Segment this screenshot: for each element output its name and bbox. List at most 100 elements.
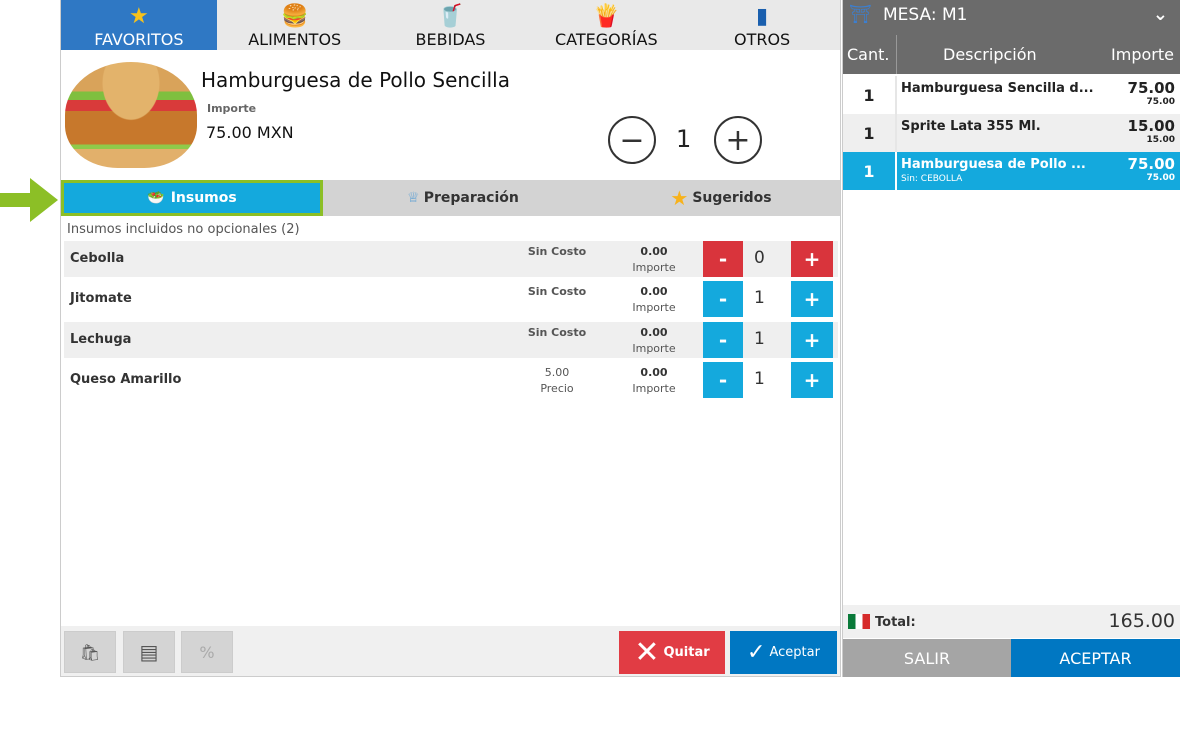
ingredient-name: Queso Amarillo bbox=[70, 372, 182, 387]
divider bbox=[895, 114, 897, 152]
order-item-qty: 1 bbox=[863, 124, 875, 143]
total-bar: Total: 165.00 bbox=[843, 605, 1180, 638]
decrease-ingredient-button[interactable]: - bbox=[703, 241, 743, 277]
order-header: ⛩ MESA: M1 ⌄ bbox=[843, 0, 1180, 35]
tab-bebidas[interactable]: 🥤 BEBIDAS bbox=[373, 0, 529, 50]
tab-label: Insumos bbox=[170, 190, 237, 206]
tab-insumos[interactable]: 🥗 Insumos bbox=[61, 180, 323, 216]
ingredient-qty: 1 bbox=[754, 329, 765, 349]
product-quantity: 1 bbox=[676, 125, 692, 153]
percent-button[interactable]: % bbox=[181, 631, 233, 673]
ingredient-name: Lechuga bbox=[70, 332, 132, 347]
comment-icon: ▤ bbox=[139, 640, 159, 664]
product-price: 75.00 MXN bbox=[206, 123, 294, 142]
ingredient-cost: Sin Costo bbox=[527, 326, 587, 339]
aceptar-button[interactable]: ✓ Aceptar bbox=[730, 631, 837, 674]
order-item-qty: 1 bbox=[863, 162, 875, 181]
tab-sugeridos[interactable]: ★ Sugeridos bbox=[603, 180, 839, 216]
ingredient-row: Cebolla Sin Costo 0.00 Importe - 0 + bbox=[64, 241, 838, 277]
product-name: Hamburguesa de Pollo Sencilla bbox=[201, 68, 510, 92]
tab-label: BEBIDAS bbox=[415, 30, 486, 49]
tab-label: ALIMENTOS bbox=[248, 30, 342, 49]
ingredient-cost: 5.00 bbox=[544, 366, 570, 379]
divider bbox=[895, 76, 897, 114]
increase-quantity-button[interactable]: + bbox=[714, 116, 762, 164]
order-item-price: 15.00 bbox=[1127, 117, 1175, 135]
total-label: Total: bbox=[875, 615, 916, 630]
order-item-desc: Hamburguesa Sencilla d... bbox=[901, 81, 1094, 96]
decrease-quantity-button[interactable]: − bbox=[608, 116, 656, 164]
star-icon: ★ bbox=[129, 4, 149, 29]
divider bbox=[895, 152, 897, 190]
order-item-subtotal: 15.00 bbox=[1146, 135, 1175, 145]
divider bbox=[896, 35, 897, 74]
ingredient-cost: Sin Costo bbox=[527, 245, 587, 258]
order-item-desc: Hamburguesa de Pollo ... bbox=[901, 157, 1086, 172]
list-title: Insumos incluidos no opcionales (2) bbox=[67, 222, 300, 237]
ingredient-amount-label: Importe bbox=[632, 261, 676, 274]
tab-otros[interactable]: ▮ OTROS bbox=[684, 0, 840, 50]
col-desc: Descripción bbox=[943, 45, 1037, 64]
quitar-button[interactable]: ✕ Quitar bbox=[619, 631, 725, 674]
table-icon: ⛩ bbox=[849, 4, 872, 25]
decrease-ingredient-button[interactable]: - bbox=[703, 362, 743, 398]
tab-label: Sugeridos bbox=[692, 190, 772, 206]
ingredient-amount-label: Importe bbox=[632, 342, 676, 355]
ingredient-amount: 0.00 bbox=[640, 245, 668, 258]
quitar-label: Quitar bbox=[663, 645, 710, 660]
close-icon: ✕ bbox=[634, 635, 660, 670]
ingredient-qty: 1 bbox=[754, 288, 765, 308]
detail-tabs: 🥗 Insumos ♕ Preparación ★ Sugeridos bbox=[61, 180, 840, 216]
tab-label: CATEGORÍAS bbox=[554, 30, 658, 49]
ingredient-qty: 1 bbox=[754, 369, 765, 389]
tab-favoritos[interactable]: ★ FAVORITOS bbox=[61, 0, 217, 50]
tab-alimentos[interactable]: 🍔 ALIMENTOS bbox=[217, 0, 373, 50]
decrease-ingredient-button[interactable]: - bbox=[703, 322, 743, 358]
ingredient-amount: 0.00 bbox=[640, 285, 668, 298]
ingredient-amount-label: Importe bbox=[632, 301, 676, 314]
increase-ingredient-button[interactable]: + bbox=[791, 362, 833, 398]
discount-bag-button[interactable]: 🛍 bbox=[64, 631, 116, 673]
increase-ingredient-button[interactable]: + bbox=[791, 281, 833, 317]
order-aceptar-button[interactable]: ACEPTAR bbox=[1011, 639, 1180, 677]
order-item-desc: Sprite Lata 355 Ml. bbox=[901, 119, 1041, 134]
table-title: MESA: M1 bbox=[883, 5, 968, 25]
increase-ingredient-button[interactable]: + bbox=[791, 322, 833, 358]
decrease-ingredient-button[interactable]: - bbox=[703, 281, 743, 317]
ingredient-qty: 0 bbox=[754, 248, 765, 268]
order-item-qty: 1 bbox=[863, 86, 875, 105]
drink-icon: 🥤 bbox=[436, 4, 465, 29]
order-item-price: 75.00 bbox=[1127, 155, 1175, 173]
order-item[interactable]: 1 Hamburguesa de Pollo ... Sin: CEBOLLA … bbox=[843, 152, 1180, 190]
ingredient-cost-label: Precio bbox=[540, 382, 574, 395]
order-item-subtotal: 75.00 bbox=[1146, 173, 1175, 183]
ingredients-icon: 🥗 bbox=[147, 190, 165, 206]
order-panel: ⛩ MESA: M1 ⌄ Cant. Descripción Importe 1… bbox=[842, 0, 1180, 677]
check-icon: ✓ bbox=[747, 640, 766, 665]
ingredient-amount-label: Importe bbox=[632, 382, 676, 395]
ingredient-row: Lechuga Sin Costo 0.00 Importe - 1 + bbox=[64, 322, 838, 358]
order-item-note: Sin: CEBOLLA bbox=[901, 174, 963, 184]
aceptar-label: Aceptar bbox=[769, 645, 820, 660]
order-item[interactable]: 1 Hamburguesa Sencilla d... 75.00 75.00 bbox=[843, 76, 1180, 114]
tab-categorias[interactable]: 🍟 CATEGORÍAS bbox=[528, 0, 684, 50]
ingredient-amount: 0.00 bbox=[640, 326, 668, 339]
increase-ingredient-button[interactable]: + bbox=[791, 241, 833, 277]
chevron-down-icon[interactable]: ⌄ bbox=[1152, 4, 1168, 25]
bag-icon: ▮ bbox=[756, 4, 769, 29]
ingredient-row: Queso Amarillo 5.00 Precio 0.00 Importe … bbox=[64, 362, 838, 398]
order-item[interactable]: 1 Sprite Lata 355 Ml. 15.00 15.00 bbox=[843, 114, 1180, 152]
salir-button[interactable]: SALIR bbox=[843, 639, 1011, 677]
ingredient-name: Jitomate bbox=[70, 291, 132, 306]
tab-label: FAVORITOS bbox=[94, 30, 184, 49]
order-item-subtotal: 75.00 bbox=[1146, 97, 1175, 107]
order-columns: Cant. Descripción Importe bbox=[843, 35, 1180, 74]
ingredient-amount: 0.00 bbox=[640, 366, 668, 379]
tab-label: Preparación bbox=[423, 190, 519, 206]
percent-icon: % bbox=[199, 642, 215, 662]
tab-preparacion[interactable]: ♕ Preparación bbox=[323, 180, 603, 216]
burger-icon: 🍔 bbox=[280, 4, 309, 29]
comment-button[interactable]: ▤ bbox=[123, 631, 175, 673]
bag-icon: 🛍 bbox=[79, 642, 101, 662]
product-panel: ★ FAVORITOS 🍔 ALIMENTOS 🥤 BEBIDAS 🍟 CATEGORÍ… bbox=[60, 0, 841, 677]
